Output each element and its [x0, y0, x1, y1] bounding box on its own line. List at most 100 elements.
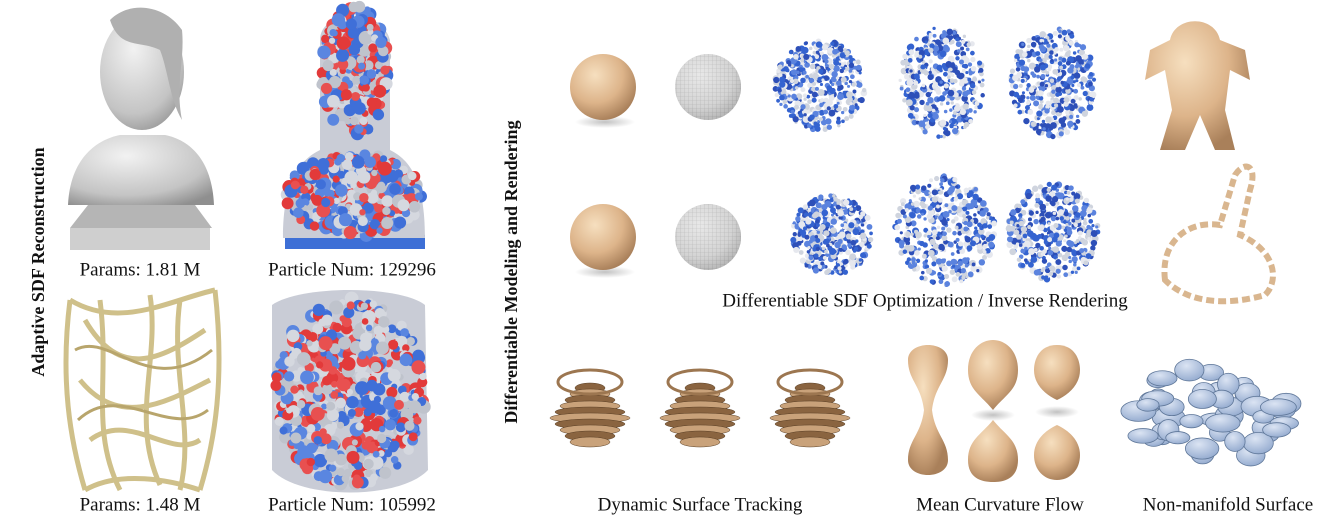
particle: [940, 120, 947, 127]
particle: [1075, 64, 1079, 68]
particle: [905, 232, 910, 237]
cell: [1260, 399, 1296, 416]
particle: [1071, 84, 1074, 87]
particle: [270, 380, 281, 391]
particle: [1012, 75, 1018, 81]
particle: [1051, 185, 1057, 191]
cell: [1188, 390, 1216, 409]
particle: [940, 135, 943, 138]
particle: [911, 202, 915, 206]
particle: [1063, 45, 1069, 51]
particle: [917, 214, 921, 218]
particle: [942, 231, 947, 236]
surface-tracking: [550, 370, 850, 447]
particle: [962, 257, 969, 264]
particle: [1041, 252, 1045, 256]
particle: [1075, 271, 1078, 274]
particle: [328, 190, 335, 197]
particle: [793, 221, 796, 224]
particle: [370, 300, 377, 307]
particle: [928, 195, 931, 198]
particle: [867, 224, 873, 230]
particle: [935, 87, 940, 92]
particle: [837, 266, 841, 270]
particle: [779, 103, 782, 106]
particle: [837, 210, 844, 217]
particle: [394, 400, 404, 410]
optimization-row: [570, 21, 1273, 301]
particle: [1051, 90, 1055, 94]
particle: [406, 337, 415, 346]
particle: [941, 227, 945, 231]
particle: [361, 303, 368, 310]
particle: [1039, 246, 1044, 251]
particle: [783, 104, 788, 109]
caption: Params: 1.81 M: [80, 259, 201, 280]
particle: [827, 106, 831, 110]
particle: [944, 203, 948, 207]
particle: [951, 219, 955, 223]
particle: [1019, 84, 1023, 88]
particle: [1045, 212, 1052, 219]
particle: [400, 353, 413, 366]
particle: [351, 92, 360, 101]
particle: [813, 73, 818, 78]
particle: [312, 195, 323, 206]
particle: [389, 183, 401, 195]
particle: [934, 176, 939, 181]
particle: [972, 90, 977, 95]
particle: [332, 13, 345, 26]
particle: [842, 67, 845, 70]
particle: [1017, 204, 1022, 209]
particle: [1038, 105, 1043, 110]
particle: [1034, 66, 1040, 72]
caption: Particle Num: 129296: [268, 259, 436, 280]
particle: [300, 186, 308, 194]
particle: [946, 29, 953, 36]
particle: [818, 265, 822, 269]
particle: [1067, 29, 1071, 33]
particle: [1009, 248, 1016, 255]
particle: [310, 221, 319, 230]
particle: [1039, 58, 1043, 62]
particle: [826, 99, 833, 106]
non-manifold-render: [1121, 359, 1301, 466]
particle: [949, 120, 952, 123]
particle: [968, 271, 974, 277]
particle: [379, 426, 385, 432]
cell: [1137, 399, 1159, 412]
particle: [827, 125, 832, 130]
particle: [819, 208, 823, 212]
particle: [349, 44, 360, 55]
particle: [1088, 219, 1093, 224]
particle: [1040, 82, 1045, 87]
particle: [954, 197, 958, 201]
particle: [1031, 121, 1037, 127]
particle: [925, 41, 928, 44]
particle: [965, 264, 969, 268]
particle: [932, 27, 935, 30]
particle: [314, 386, 323, 395]
particle: [1061, 189, 1065, 193]
particle: [1064, 97, 1069, 102]
particle: [275, 417, 284, 426]
particle: [1027, 59, 1030, 62]
particle: [1079, 248, 1084, 253]
particle: [337, 422, 344, 429]
particle: [773, 77, 779, 83]
particle: [962, 214, 966, 218]
particle: [800, 258, 806, 264]
particle: [376, 228, 382, 234]
particle: [1047, 242, 1051, 246]
particle: [847, 85, 850, 88]
particle: [1045, 116, 1051, 122]
particle: [1023, 118, 1029, 124]
particle: [339, 213, 352, 226]
particle: [832, 49, 838, 55]
particle: [852, 228, 859, 235]
particle: [908, 58, 913, 63]
particle: [1053, 223, 1058, 228]
particle: [867, 244, 872, 249]
particle: [869, 232, 873, 236]
particle: [1028, 87, 1034, 93]
